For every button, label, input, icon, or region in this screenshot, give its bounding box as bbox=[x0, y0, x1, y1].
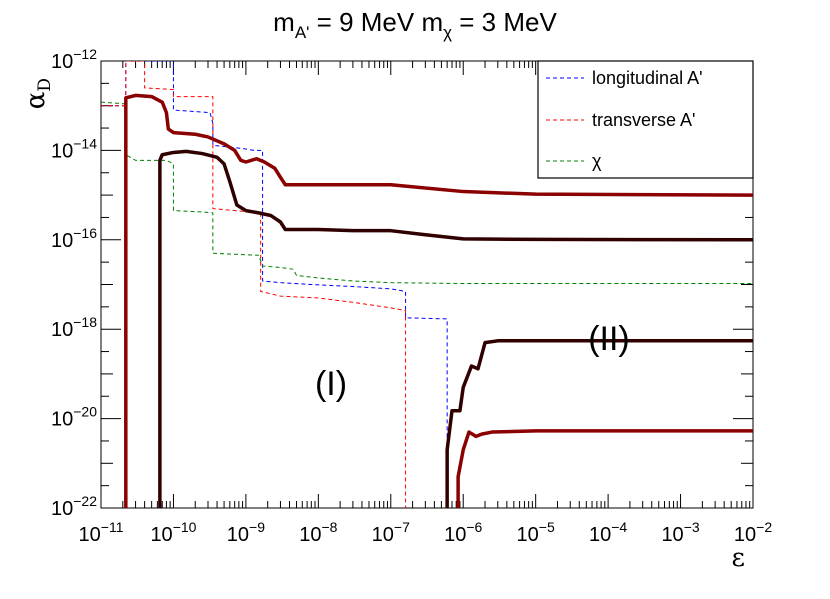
axis-tick-labels: 10−11 10−10 10−9 10−8 10−7 10−6 10−5 10−4 10−3 10… bbox=[51, 46, 772, 546]
series-layer bbox=[101, 61, 753, 508]
legend-label-chi: χ bbox=[592, 151, 602, 171]
y-tick-label: 10−18 bbox=[51, 314, 97, 341]
x-axis-label: ε bbox=[732, 543, 745, 573]
x-tick-label: 10−7 bbox=[372, 519, 410, 546]
y-tick-label: 10−22 bbox=[51, 493, 97, 520]
x-tick-label: 10−9 bbox=[227, 519, 265, 546]
legend-label-transverse: transverse A' bbox=[592, 110, 695, 130]
y-tick-label: 10−12 bbox=[51, 46, 97, 73]
legend-label-longitudinal: longitudinal A' bbox=[592, 68, 703, 88]
x-tick-label: 10−4 bbox=[589, 519, 627, 546]
region-label-II: (II) bbox=[588, 320, 630, 358]
chart-title: mA' = 9 MeV mχ = 3 MeV bbox=[273, 7, 557, 42]
series-chi bbox=[101, 101, 753, 508]
x-tick-label: 10−3 bbox=[661, 519, 699, 546]
y-tick-label: 10−14 bbox=[51, 135, 97, 162]
x-tick-label: 10−6 bbox=[444, 519, 482, 546]
series-bound-II-a bbox=[456, 429, 753, 508]
x-tick-label: 10−5 bbox=[517, 519, 555, 546]
y-axis-label: αD bbox=[21, 78, 55, 109]
series-bound-I-b bbox=[158, 149, 753, 508]
x-tick-label: 10−8 bbox=[299, 519, 337, 546]
series-transverse bbox=[101, 61, 407, 508]
legend: longitudinal A' transverse A' χ bbox=[537, 60, 754, 179]
y-tick-label: 10−20 bbox=[51, 404, 97, 431]
x-tick-label: 10−2 bbox=[734, 519, 772, 546]
region-label-I: (I) bbox=[315, 365, 347, 403]
series-bound-II-b bbox=[445, 339, 753, 508]
x-tick-label: 10−11 bbox=[79, 519, 124, 546]
series-bound-I-a bbox=[124, 93, 753, 508]
x-tick-label: 10−10 bbox=[150, 519, 196, 546]
legend-box bbox=[537, 60, 754, 179]
series-longitudinal bbox=[101, 61, 448, 508]
y-tick-label: 10−16 bbox=[51, 225, 97, 252]
